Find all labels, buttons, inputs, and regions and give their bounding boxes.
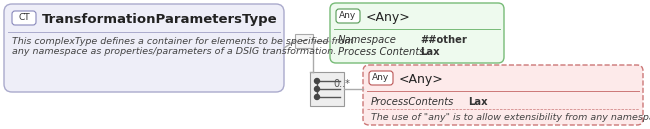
Text: Any: Any [372,74,389,83]
Text: Lax: Lax [468,97,488,107]
Text: This complexType defines a container for elements to be specified from
any names: This complexType defines a container for… [12,37,354,56]
Text: 0..*: 0..* [333,79,350,89]
FancyBboxPatch shape [336,9,360,23]
Text: <Any>: <Any> [399,72,444,86]
Text: Any: Any [339,11,357,21]
Text: The use of "any" is to allow extensibility from any namespace.: The use of "any" is to allow extensibili… [371,113,650,122]
Bar [310,72,344,106]
Text: Namespace: Namespace [338,35,397,45]
Text: CT: CT [18,14,30,22]
Text: <Any>: <Any> [366,10,411,23]
Text: ProcessContents: ProcessContents [371,97,454,107]
Circle shape [315,87,320,91]
Text: Process Contents: Process Contents [338,47,424,57]
FancyBboxPatch shape [369,71,393,85]
Text: TransformationParametersType: TransformationParametersType [42,14,278,26]
Circle shape [315,79,320,83]
FancyBboxPatch shape [4,4,284,92]
Text: ##other: ##other [420,35,467,45]
FancyBboxPatch shape [12,11,36,25]
Bar [295,34,313,48]
Text: Lax: Lax [420,47,439,57]
Text: −: − [300,36,308,46]
FancyBboxPatch shape [330,3,504,63]
Circle shape [315,95,320,99]
FancyBboxPatch shape [363,65,643,125]
